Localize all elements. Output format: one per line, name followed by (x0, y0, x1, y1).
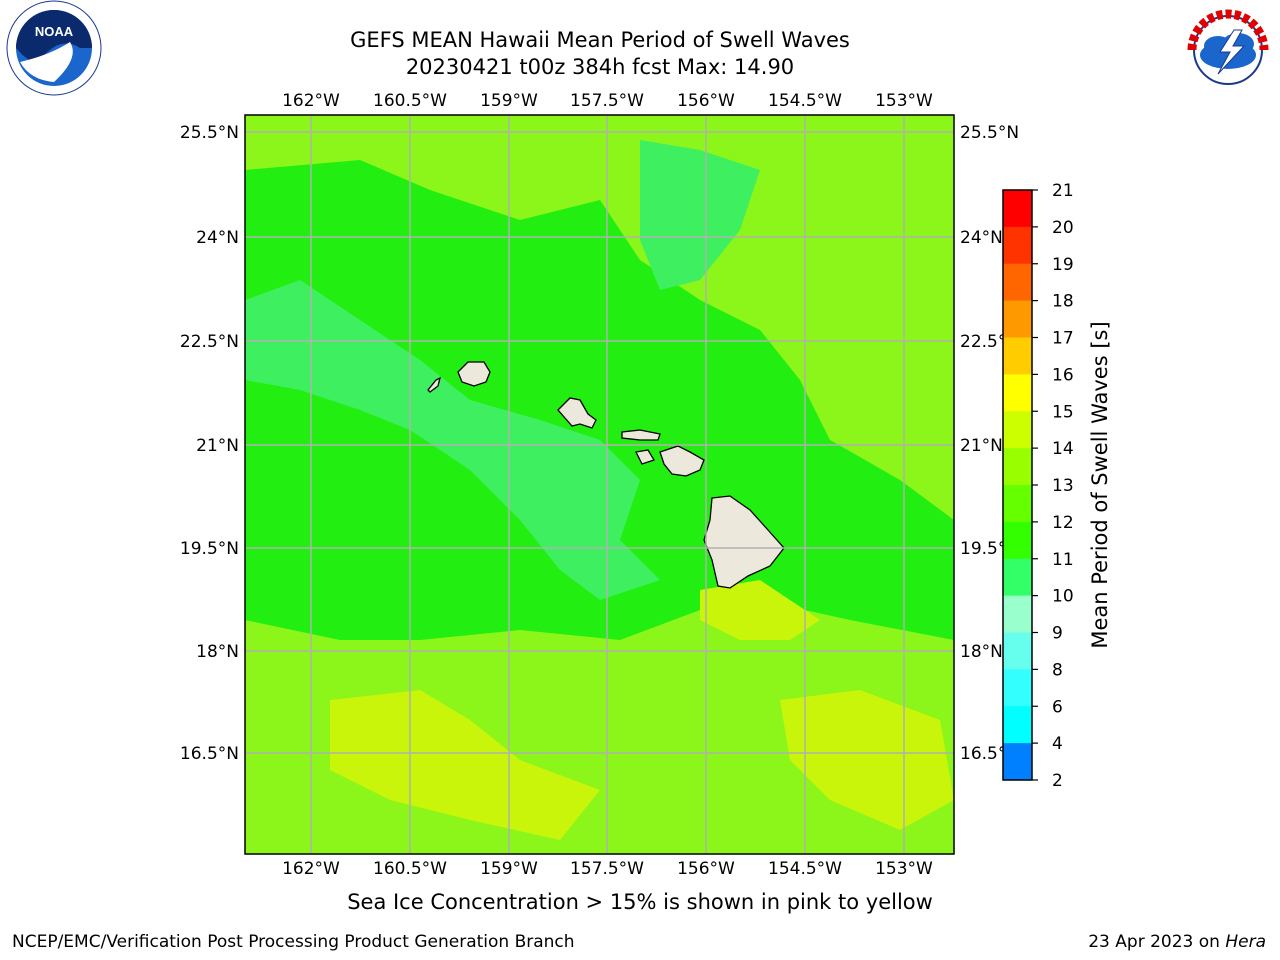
colorbar-tick-13: 8 (1052, 660, 1063, 680)
island-molokai (621, 429, 661, 441)
swell-region-ne (245, 115, 954, 450)
map-grid (245, 115, 954, 854)
footer-credit: NCEP/EMC/Verification Post Processing Pr… (12, 932, 575, 952)
map-subtitle: 20230421 t00z 384h fcst Max: 14.90 (405, 55, 795, 79)
lon-tick-bottom-3: 157.5°W (570, 859, 644, 879)
colorbar-tick-8: 13 (1052, 476, 1074, 496)
colorbar-segment-1 (1003, 226, 1032, 265)
colorbar-segment-14 (1003, 706, 1032, 744)
nws-logo (1182, 4, 1274, 96)
swell-region-center (245, 160, 954, 640)
colorbar-tick-2: 19 (1052, 255, 1074, 275)
colorbar-segment-13 (1003, 669, 1032, 707)
lon-tick-top-0: 162°W (282, 91, 340, 111)
noaa-logo-text: NOAA (35, 24, 74, 39)
lat-tick-left-6: 16.5°N (180, 744, 239, 764)
colorbar-tick-7: 14 (1052, 439, 1074, 459)
lon-tick-bottom-5: 154.5°W (768, 859, 842, 879)
hawaiian-islands (427, 361, 785, 589)
colorbar-segment-15 (1003, 743, 1032, 781)
lon-tick-top-5: 154.5°W (768, 91, 842, 111)
map-title: GEFS MEAN Hawaii Mean Period of Swell Wa… (350, 28, 850, 52)
swell-region-aqua-north (640, 140, 760, 290)
lon-tick-bottom-1: 160.5°W (373, 859, 447, 879)
colorbar-tick-15: 4 (1052, 734, 1063, 754)
lon-ticks-bottom: 162°W 160.5°W 159°W 157.5°W 156°W 154.5°W 153°… (282, 859, 933, 879)
colorbar-segment-5 (1003, 374, 1032, 412)
colorbar-tick-9: 12 (1052, 513, 1074, 533)
colorbar-segment-12 (1003, 632, 1032, 670)
lat-tick-left-1: 24°N (196, 228, 239, 248)
lat-tick-right-1: 24°N (960, 228, 1003, 248)
colorbar-segment-7 (1003, 448, 1032, 486)
colorbar-tick-11: 10 (1052, 587, 1074, 607)
lat-tick-right-0: 25.5°N (960, 123, 1019, 143)
map-figure: 162°W 160.5°W 159°W 157.5°W 156°W 154.5°W 153°… (180, 91, 1112, 879)
lat-tick-right-6: 16.5° (960, 744, 1006, 764)
map-area (245, 115, 954, 854)
map-frame (244, 114, 955, 855)
island-hawaii (703, 495, 785, 589)
colorbar-tick-1: 20 (1052, 218, 1074, 238)
island-maui (659, 445, 705, 477)
sea-ice-note: Sea Ice Concentration > 15% is shown in … (347, 890, 933, 914)
lon-tick-bottom-4: 156°W (677, 859, 735, 879)
colorbar-tick-16: 2 (1052, 771, 1063, 791)
lat-tick-right-2: 22.5° (960, 332, 1006, 352)
island-niihau (427, 376, 441, 393)
footer-machine: Hera (1225, 932, 1266, 952)
colorbar-segment-2 (1003, 263, 1032, 302)
colorbar-segment-9 (1003, 521, 1032, 560)
colorbar-tick-0: 21 (1052, 181, 1074, 201)
lat-ticks-right: 25.5°N 24°N 22.5° 21°N 19.5° 18°N 16.5° (960, 123, 1019, 764)
lat-tick-right-3: 21°N (960, 436, 1003, 456)
lon-tick-bottom-6: 153°W (875, 859, 933, 879)
lon-tick-top-3: 157.5°W (570, 91, 644, 111)
colorbar-tick-14: 6 (1052, 697, 1063, 717)
colorbar-tick-5: 16 (1052, 365, 1074, 385)
colorbar-segment-8 (1003, 485, 1032, 523)
lon-tick-top-1: 160.5°W (373, 91, 447, 111)
colorbar-segment-10 (1003, 558, 1032, 597)
lat-tick-right-4: 19.5° (960, 539, 1006, 559)
colorbar-tick-4: 17 (1052, 329, 1074, 349)
colorbar-tick-3: 18 (1052, 292, 1074, 312)
lon-tick-top-2: 159°W (480, 91, 538, 111)
colorbar-tick-10: 11 (1052, 550, 1074, 570)
lat-tick-left-2: 22.5°N (180, 332, 239, 352)
island-lanai (635, 449, 655, 465)
colorbar-segment-4 (1003, 337, 1032, 375)
footer-date: 23 Apr 2023 on Hera (1088, 932, 1266, 952)
lat-ticks-left: 25.5°N 24°N 22.5°N 21°N 19.5°N 18°N 16.5°N (180, 123, 239, 764)
lat-tick-left-5: 18°N (196, 642, 239, 662)
lon-tick-bottom-2: 159°W (480, 859, 538, 879)
island-oahu (557, 397, 597, 429)
colorbar-segment-11 (1003, 595, 1032, 633)
colorbar-segment-3 (1003, 300, 1032, 338)
colorbar-tick-12: 9 (1052, 624, 1063, 644)
colorbar-label: Mean Period of Swell Waves [s] (1088, 321, 1112, 648)
colorbar-segment-0 (1003, 190, 1032, 228)
lon-tick-bottom-0: 162°W (282, 859, 340, 879)
island-kauai (457, 361, 491, 387)
lat-tick-right-5: 18°N (960, 642, 1003, 662)
noaa-logo: NOAA (6, 0, 102, 96)
lon-ticks-top: 162°W 160.5°W 159°W 157.5°W 156°W 154.5°W 153°… (282, 91, 933, 111)
lat-tick-left-3: 21°N (196, 436, 239, 456)
lat-tick-left-4: 19.5°N (180, 539, 239, 559)
lon-tick-top-6: 153°W (875, 91, 933, 111)
colorbar-segment-6 (1003, 411, 1032, 449)
swell-region-lime-se (780, 690, 954, 830)
swell-region-lime-sw (330, 690, 600, 840)
lon-tick-top-4: 156°W (677, 91, 735, 111)
lat-tick-left-0: 25.5°N (180, 123, 239, 143)
footer-date-text: 23 Apr 2023 on (1088, 932, 1226, 952)
colorbar-tick-6: 15 (1052, 402, 1074, 422)
swell-region-lime (700, 580, 820, 640)
swell-region-aqua (245, 280, 660, 600)
colorbar: 21 20 19 18 17 16 15 14 13 12 11 10 9 8 6 4 2 (1002, 181, 1074, 791)
